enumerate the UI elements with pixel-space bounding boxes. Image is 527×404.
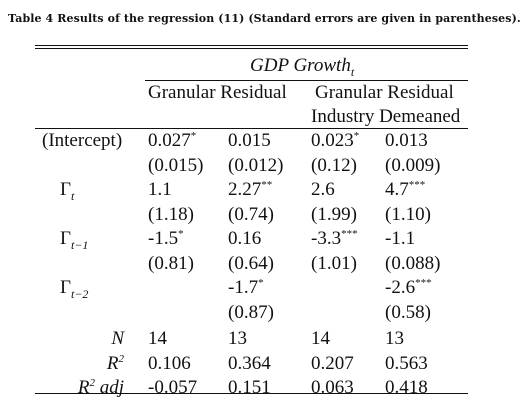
table-cell: 0.013 <box>385 130 428 151</box>
table-cell: 0.015 <box>228 130 271 151</box>
row-label: (Intercept) <box>42 130 123 151</box>
table-cell: (0.088) <box>385 252 441 274</box>
stat-cell: 0.418 <box>385 377 428 398</box>
table-cell: (0.12) <box>311 154 357 176</box>
table-cell: 2.27** <box>228 179 273 200</box>
top-rule <box>35 45 468 46</box>
table-cell: (1.99) <box>311 203 357 225</box>
table-cell: -3.3*** <box>311 228 358 249</box>
stat-cell: 0.063 <box>311 377 354 398</box>
table-cell: (0.81) <box>148 252 194 274</box>
stat-cell: 13 <box>228 328 247 349</box>
table-cell: (0.015) <box>148 154 204 176</box>
table-cell: 4.7*** <box>385 179 426 200</box>
table-cell: (0.64) <box>228 252 274 274</box>
group-industry-demeaned-header-line2: Industry Demeaned <box>311 106 461 127</box>
row-label-gamma: Γt−2 <box>60 277 89 301</box>
stat-cell: 0.364 <box>228 352 271 374</box>
table-cell: (0.009) <box>385 154 441 176</box>
table-cell: (1.10) <box>385 203 431 225</box>
table-cell: (1.18) <box>148 203 194 225</box>
stat-label: N <box>111 328 124 349</box>
stat-cell: 14 <box>148 328 167 349</box>
stat-cell: 14 <box>311 328 330 349</box>
dependent-variable-header: GDP Growtht <box>250 55 355 79</box>
stat-cell: 0.563 <box>385 352 428 374</box>
table-cell: -2.6*** <box>385 277 432 298</box>
table-cell: -1.7* <box>228 277 264 298</box>
table-cell: 1.1 <box>148 179 172 200</box>
row-label-gamma: Γt <box>60 179 75 203</box>
stat-cell: -0.057 <box>148 377 198 398</box>
table-cell: (1.01) <box>311 252 357 274</box>
table-cell: (0.87) <box>228 301 274 323</box>
table-cell: (0.58) <box>385 301 431 323</box>
table-cell: (0.012) <box>228 154 284 176</box>
table-cell: 0.023* <box>311 130 360 151</box>
stat-cell: 0.151 <box>228 377 271 398</box>
row-label-gamma: Γt−1 <box>60 228 89 252</box>
table-cell: (0.74) <box>228 203 274 225</box>
stat-label: R2 adj <box>77 377 124 398</box>
bottom-rule <box>35 393 468 394</box>
table-cell: 0.16 <box>228 228 262 249</box>
stat-cell: 13 <box>385 328 404 349</box>
table-caption: Table 4 Results of the regression (11) (… <box>8 12 521 25</box>
group-granular-residual-header: Granular Residual <box>148 82 287 103</box>
stat-cell: 0.207 <box>311 352 354 374</box>
group-industry-demeaned-header-line1: Granular Residual <box>315 82 454 103</box>
stat-label: R2 <box>106 352 124 374</box>
top-rule-inner <box>35 48 468 49</box>
table-cell: 2.6 <box>311 179 335 200</box>
header-bottom-rule <box>35 128 468 129</box>
header-rule <box>145 80 468 81</box>
table-cell: -1.1 <box>385 228 416 249</box>
stat-cell: 0.106 <box>148 352 191 374</box>
table-cell: -1.5* <box>148 228 184 249</box>
table-cell: 0.027* <box>148 130 197 151</box>
